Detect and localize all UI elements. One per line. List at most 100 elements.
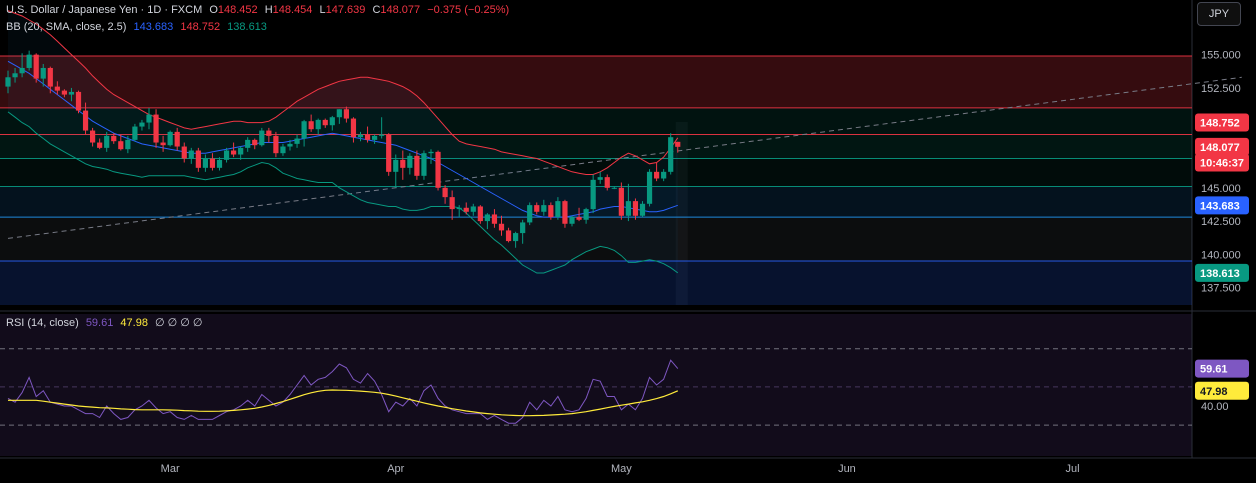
price-badge [1195, 153, 1249, 172]
candle-body [414, 155, 420, 176]
candle-body [209, 158, 216, 168]
candle [238, 146, 244, 160]
close-value: C148.077 [372, 4, 421, 16]
candle-body [449, 197, 455, 210]
candle-body [421, 153, 427, 176]
bb-basis-value: 143.683 [133, 21, 174, 33]
candle-body [520, 222, 526, 234]
candle-body [19, 67, 25, 74]
candle [386, 133, 392, 176]
candle [654, 162, 660, 182]
candle [223, 147, 230, 163]
price-badge-label: 10:46:37 [1200, 158, 1244, 170]
candle [646, 169, 653, 207]
time-tick-label: Apr [387, 463, 404, 475]
candle [562, 199, 568, 228]
candle-body [541, 205, 547, 212]
candle-body [463, 207, 469, 212]
candle [414, 150, 420, 180]
candle [322, 118, 328, 128]
candle [569, 215, 575, 227]
candle-body [372, 135, 378, 140]
candle-body [97, 142, 103, 148]
candle [463, 202, 469, 215]
change-value: −0.375 (−0.25%) [427, 4, 510, 16]
candle-body [90, 130, 96, 143]
candle-body [632, 201, 639, 216]
candle [47, 66, 53, 94]
candle [639, 201, 646, 218]
candle-body [322, 119, 328, 126]
candle-body [54, 86, 60, 91]
candle [273, 131, 279, 158]
candle-body [343, 109, 349, 119]
candle-body [252, 139, 258, 146]
candle [618, 182, 624, 220]
candle-body [534, 205, 540, 212]
candle [280, 143, 286, 156]
zone-rect [0, 261, 1192, 305]
candle [576, 207, 582, 222]
candle-body [82, 110, 89, 131]
candle [555, 197, 561, 220]
candle-body [308, 121, 314, 130]
price-badge-label: 59.61 [1200, 364, 1228, 376]
candle-body [195, 150, 201, 168]
candle [146, 107, 152, 130]
candle-body [625, 201, 631, 216]
candle [266, 127, 272, 143]
zone-rect [0, 55, 1192, 108]
rsi-line [7, 359, 679, 424]
candle-body [5, 77, 11, 87]
candle-body [513, 233, 519, 242]
price-tick-label: 137.500 [1201, 283, 1241, 295]
price-badge-label: 148.077 [1200, 142, 1240, 154]
time-axis: Mar Apr May Jun Jul [161, 463, 1080, 475]
candle [26, 50, 32, 71]
candle-body [315, 119, 321, 130]
currency-button[interactable]: JPY [1197, 2, 1241, 26]
candle [604, 174, 610, 191]
candle [19, 53, 25, 78]
candle [435, 150, 441, 191]
candle [661, 169, 667, 182]
candle-body [407, 155, 413, 168]
zone-rect [0, 186, 1192, 218]
bb-legend[interactable]: BB (20, SMA, close, 2.5) 143.683 148.752… [6, 21, 271, 33]
candle [160, 135, 166, 152]
candle [484, 213, 490, 230]
candle-body [562, 201, 568, 224]
candle-body [379, 134, 385, 136]
candle-body [231, 150, 237, 155]
rsi-na-values: ∅ ∅ ∅ ∅ [155, 317, 203, 329]
candle [90, 127, 96, 147]
candle-body [611, 187, 617, 189]
rsi-legend[interactable]: RSI (14, close) 59.61 47.98 ∅ ∅ ∅ ∅ [6, 316, 207, 329]
trendline [7, 76, 1242, 239]
price-tick-label: 142.500 [1201, 216, 1241, 228]
candle-body [181, 146, 187, 159]
candle-body [364, 134, 371, 140]
candle [202, 154, 208, 172]
candle-body [75, 91, 82, 111]
candle-body [245, 139, 251, 148]
candle [132, 123, 138, 142]
rsi-pane [0, 348, 1192, 426]
candle-body [639, 203, 646, 216]
candlesticks [5, 50, 681, 248]
candle [632, 198, 639, 220]
candle-body [661, 171, 667, 179]
candle [82, 102, 89, 135]
rsi-background [0, 314, 1192, 456]
candle [520, 219, 526, 244]
price-badge [1195, 263, 1249, 282]
candle [153, 109, 159, 148]
symbol-title: U.S. Dollar / Japanese Yen · 1D · FXCM [6, 4, 203, 16]
candle [231, 142, 237, 158]
candle [400, 150, 406, 180]
candle [583, 207, 589, 224]
candle-body [33, 54, 39, 79]
price-badge [1195, 113, 1249, 132]
